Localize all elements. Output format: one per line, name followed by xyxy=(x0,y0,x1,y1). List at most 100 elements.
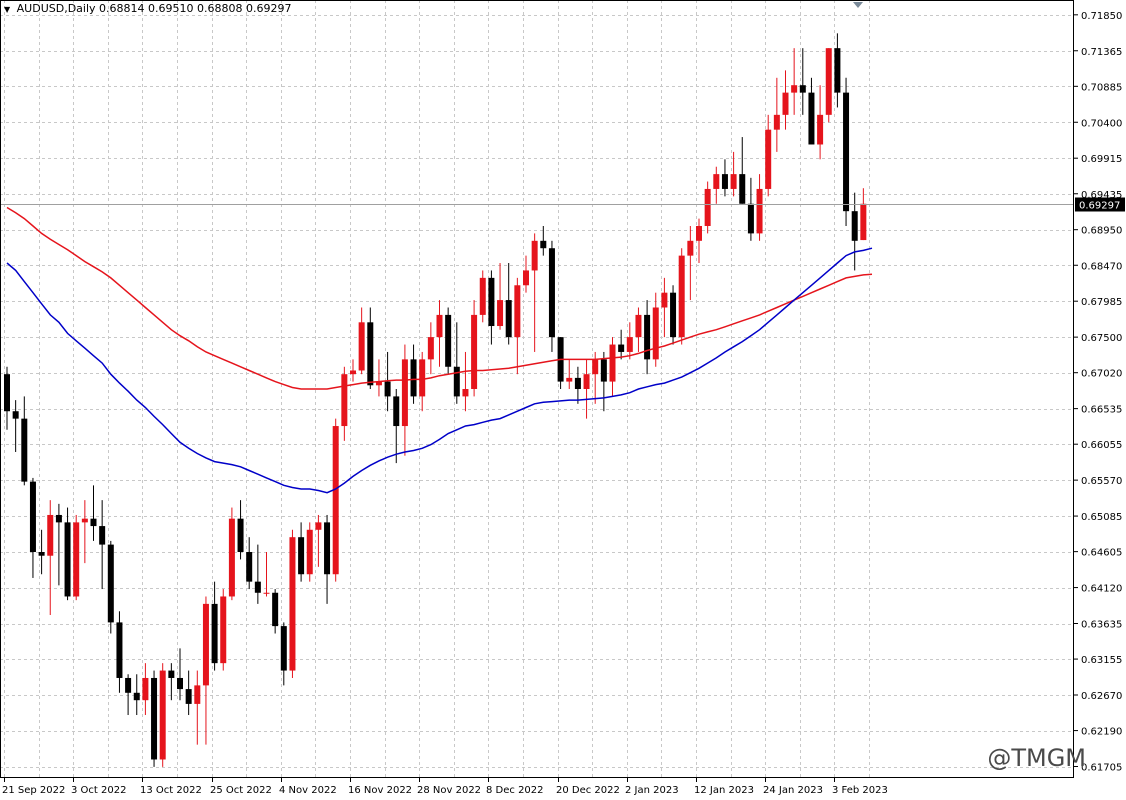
candle xyxy=(29,477,36,578)
candle xyxy=(99,500,106,590)
candle xyxy=(341,366,348,441)
candle-body xyxy=(47,514,54,556)
y-tick-label: 0.70885 xyxy=(1081,82,1122,93)
candle xyxy=(55,503,62,586)
candle-body xyxy=(445,314,452,367)
candle-body xyxy=(350,370,356,375)
candle xyxy=(791,48,798,115)
candle xyxy=(263,552,270,597)
candle-body xyxy=(289,537,296,671)
candle-body xyxy=(462,389,469,397)
candle xyxy=(237,500,244,560)
candle xyxy=(185,670,192,716)
candle xyxy=(21,396,28,486)
candle-body xyxy=(254,581,261,593)
candle xyxy=(90,485,97,541)
candle xyxy=(756,174,763,241)
y-tick-label: 0.64605 xyxy=(1081,548,1122,559)
candle xyxy=(523,255,529,293)
candle-body xyxy=(38,552,45,556)
candle xyxy=(168,663,175,701)
y-tick-label: 0.65570 xyxy=(1081,476,1122,487)
candle xyxy=(211,581,218,671)
candle xyxy=(704,181,711,234)
y-tick-label: 0.71365 xyxy=(1081,47,1122,58)
candle-body xyxy=(540,240,547,249)
candle-body xyxy=(782,92,789,115)
y-tick-label: 0.67500 xyxy=(1081,333,1122,344)
candle xyxy=(358,307,365,375)
scroll-shift-marker-icon[interactable] xyxy=(853,2,863,8)
candle-body xyxy=(220,596,227,664)
candle xyxy=(445,307,452,375)
candle xyxy=(107,540,114,634)
candle-body xyxy=(860,203,867,241)
candle-body xyxy=(280,626,287,671)
candle xyxy=(228,507,235,601)
ma-fast-line xyxy=(6,247,873,494)
candle xyxy=(194,670,201,745)
x-tick-label: 4 Nov 2022 xyxy=(279,785,337,796)
candle xyxy=(687,225,694,301)
candle xyxy=(453,322,460,404)
candle xyxy=(600,351,607,412)
candle-body xyxy=(168,670,175,678)
candle-body xyxy=(64,522,71,597)
y-tick-label: 0.64120 xyxy=(1081,584,1122,595)
candle-body xyxy=(808,92,815,145)
candle-body xyxy=(332,426,339,575)
candle-body xyxy=(125,677,132,693)
candle xyxy=(747,177,754,241)
y-tick-label: 0.69915 xyxy=(1081,154,1122,165)
candle xyxy=(834,33,841,108)
candle-body xyxy=(151,677,158,760)
candle xyxy=(401,344,408,456)
y-tick-label: 0.69435 xyxy=(1081,190,1122,201)
candle xyxy=(652,292,659,367)
candle-body xyxy=(497,300,504,327)
candle-body xyxy=(843,92,850,212)
x-tick-label: 3 Oct 2022 xyxy=(71,785,126,796)
x-tick-label: 12 Jan 2023 xyxy=(694,785,754,796)
candle xyxy=(246,537,253,590)
candle xyxy=(773,77,780,152)
candle-body xyxy=(194,685,201,704)
candle-body xyxy=(523,270,529,286)
candle xyxy=(471,300,478,397)
candle xyxy=(670,285,677,345)
dropdown-triangle-icon[interactable]: ▼ xyxy=(4,5,11,14)
candle xyxy=(696,218,702,264)
candle xyxy=(739,137,746,204)
candle xyxy=(159,663,166,767)
candle-body xyxy=(393,396,400,427)
candle xyxy=(479,270,486,323)
candle xyxy=(427,322,434,375)
candle xyxy=(384,351,391,412)
x-tick-label: 16 Nov 2022 xyxy=(348,785,412,796)
candle xyxy=(38,529,45,575)
candle-body xyxy=(410,359,417,397)
time-axis[interactable]: 21 Sep 2022 3 Oct 2022 13 Oct 2022 25 Oct 2… xyxy=(2,778,888,796)
candle xyxy=(782,70,789,130)
candle-body xyxy=(600,359,607,382)
candle-body xyxy=(687,240,694,256)
x-tick-label: 2 Jan 2023 xyxy=(625,785,679,796)
ma-slow-line xyxy=(6,206,873,390)
candle-body xyxy=(116,622,123,678)
candle xyxy=(280,622,287,686)
candle xyxy=(436,300,443,367)
candle-body xyxy=(263,592,270,594)
candle-body xyxy=(384,381,391,397)
candle-body xyxy=(453,366,460,397)
candle xyxy=(220,589,227,671)
price-tag-label: 0.69297 xyxy=(1079,201,1120,212)
candle xyxy=(298,522,305,582)
x-tick-label: 3 Feb 2023 xyxy=(832,785,888,796)
candle-body xyxy=(142,677,149,701)
candle xyxy=(583,359,590,419)
candle-body xyxy=(177,677,183,690)
candle xyxy=(765,114,772,197)
candle-body xyxy=(358,322,365,371)
price-axis[interactable]: 0.71850 0.71365 0.70885 0.70400 0.69915 0.694… xyxy=(1074,11,1125,774)
